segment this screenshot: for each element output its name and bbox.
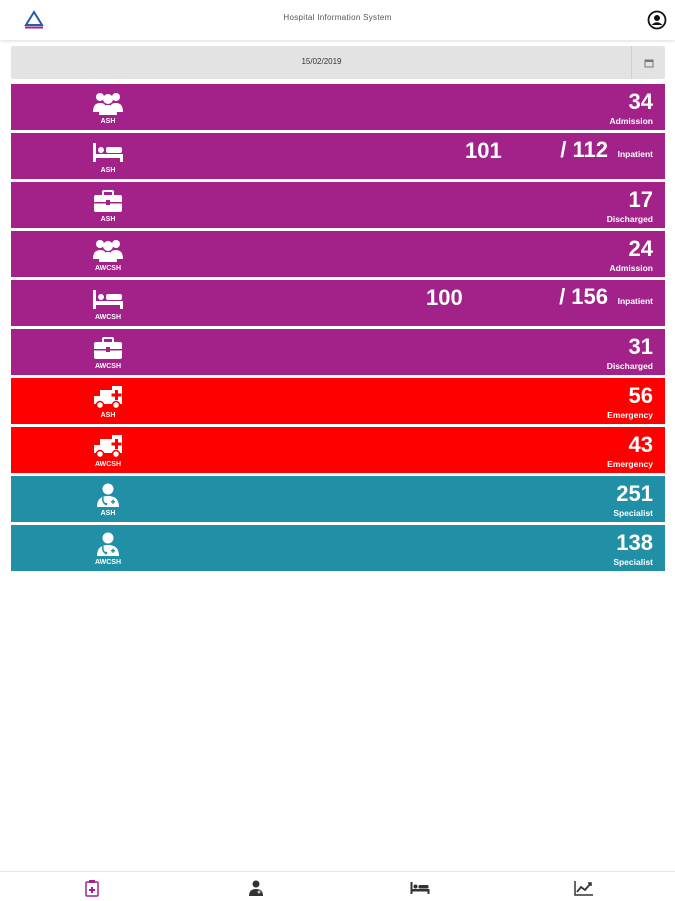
bottom-tab-bar: [0, 871, 675, 901]
stat-value: 24: [628, 236, 653, 261]
tab-inpatient[interactable]: [410, 879, 430, 897]
triangle-logo-icon[interactable]: [23, 10, 45, 30]
site-label: ASH: [100, 118, 116, 125]
briefcase-icon: [92, 335, 124, 361]
stat-value: 138: [616, 530, 653, 555]
stat-label: Inpatient: [617, 149, 653, 159]
stat-row-emergency-ash[interactable]: ASH 56 Emergency: [11, 378, 665, 424]
bed-icon: [92, 139, 124, 165]
site-label: ASH: [100, 216, 116, 223]
stat-value: 17: [628, 187, 653, 212]
calendar-button[interactable]: [631, 46, 665, 79]
account-circle-icon[interactable]: [647, 10, 667, 30]
tab-dashboard[interactable]: [82, 879, 102, 897]
tab-statistics[interactable]: [574, 879, 594, 897]
stat-label: Discharged: [606, 361, 653, 371]
stat-value: 251: [616, 481, 653, 506]
doctor-icon: [249, 880, 263, 896]
stat-value: 56: [628, 383, 653, 408]
page-title: Hospital Information System: [283, 13, 392, 22]
site-label: ASH: [100, 167, 116, 174]
stat-value: 34: [628, 89, 653, 114]
app-header: Hospital Information System: [0, 0, 675, 40]
stat-label: Emergency: [607, 410, 653, 420]
site-label: AWCSH: [94, 559, 122, 566]
site-label: ASH: [100, 510, 116, 517]
stat-label: Specialist: [613, 557, 653, 567]
users-icon: [92, 90, 124, 116]
stat-row-discharged-awcsh[interactable]: AWCSH 31 Discharged: [11, 329, 665, 375]
stat-row-inpatient-awcsh[interactable]: AWCSH 100 / 156 Inpatient: [11, 280, 665, 326]
doctor-icon: [92, 482, 124, 508]
site-label: AWCSH: [94, 363, 122, 370]
stat-label: Specialist: [613, 508, 653, 518]
line-chart-icon: [574, 881, 593, 896]
inpatient-current: 101: [465, 138, 502, 163]
briefcase-icon: [92, 188, 124, 214]
stat-label: Admission: [609, 263, 653, 273]
bed-icon: [410, 882, 430, 894]
calendar-icon: [644, 59, 653, 67]
ambulance-icon: [92, 384, 124, 410]
users-icon: [92, 237, 124, 263]
site-label: AWCSH: [94, 314, 122, 321]
ambulance-icon: [92, 433, 124, 459]
stat-row-specialist-ash[interactable]: ASH 251 Specialist: [11, 476, 665, 522]
site-label: AWCSH: [94, 265, 122, 272]
site-label: ASH: [100, 412, 116, 419]
stat-value: 31: [628, 334, 653, 359]
tab-specialist[interactable]: [246, 879, 266, 897]
doctor-icon: [92, 531, 124, 557]
inpatient-current: 100: [426, 285, 463, 310]
bed-icon: [92, 286, 124, 312]
stat-value: 43: [628, 432, 653, 457]
inpatient-total: / 156: [559, 284, 608, 309]
stat-label: Admission: [609, 116, 653, 126]
stat-row-admission-awcsh[interactable]: AWCSH 24 Admission: [11, 231, 665, 277]
stat-row-emergency-awcsh[interactable]: AWCSH 43 Emergency: [11, 427, 665, 473]
date-value: 15/02/2019: [301, 57, 342, 66]
inpatient-total: / 112: [560, 137, 608, 162]
stat-row-specialist-awcsh[interactable]: AWCSH 138 Specialist: [11, 525, 665, 571]
stat-row-inpatient-ash[interactable]: ASH 101 / 112 Inpatient: [11, 133, 665, 179]
stat-label: Inpatient: [617, 296, 653, 306]
stat-row-admission-ash[interactable]: ASH 34 Admission: [11, 84, 665, 130]
stat-label: Emergency: [607, 459, 653, 469]
clipboard-icon: [85, 880, 99, 897]
date-picker[interactable]: 15/02/2019: [11, 46, 665, 79]
stat-label: Discharged: [606, 214, 653, 224]
stat-row-discharged-ash[interactable]: ASH 17 Discharged: [11, 182, 665, 228]
site-label: AWCSH: [94, 461, 122, 468]
